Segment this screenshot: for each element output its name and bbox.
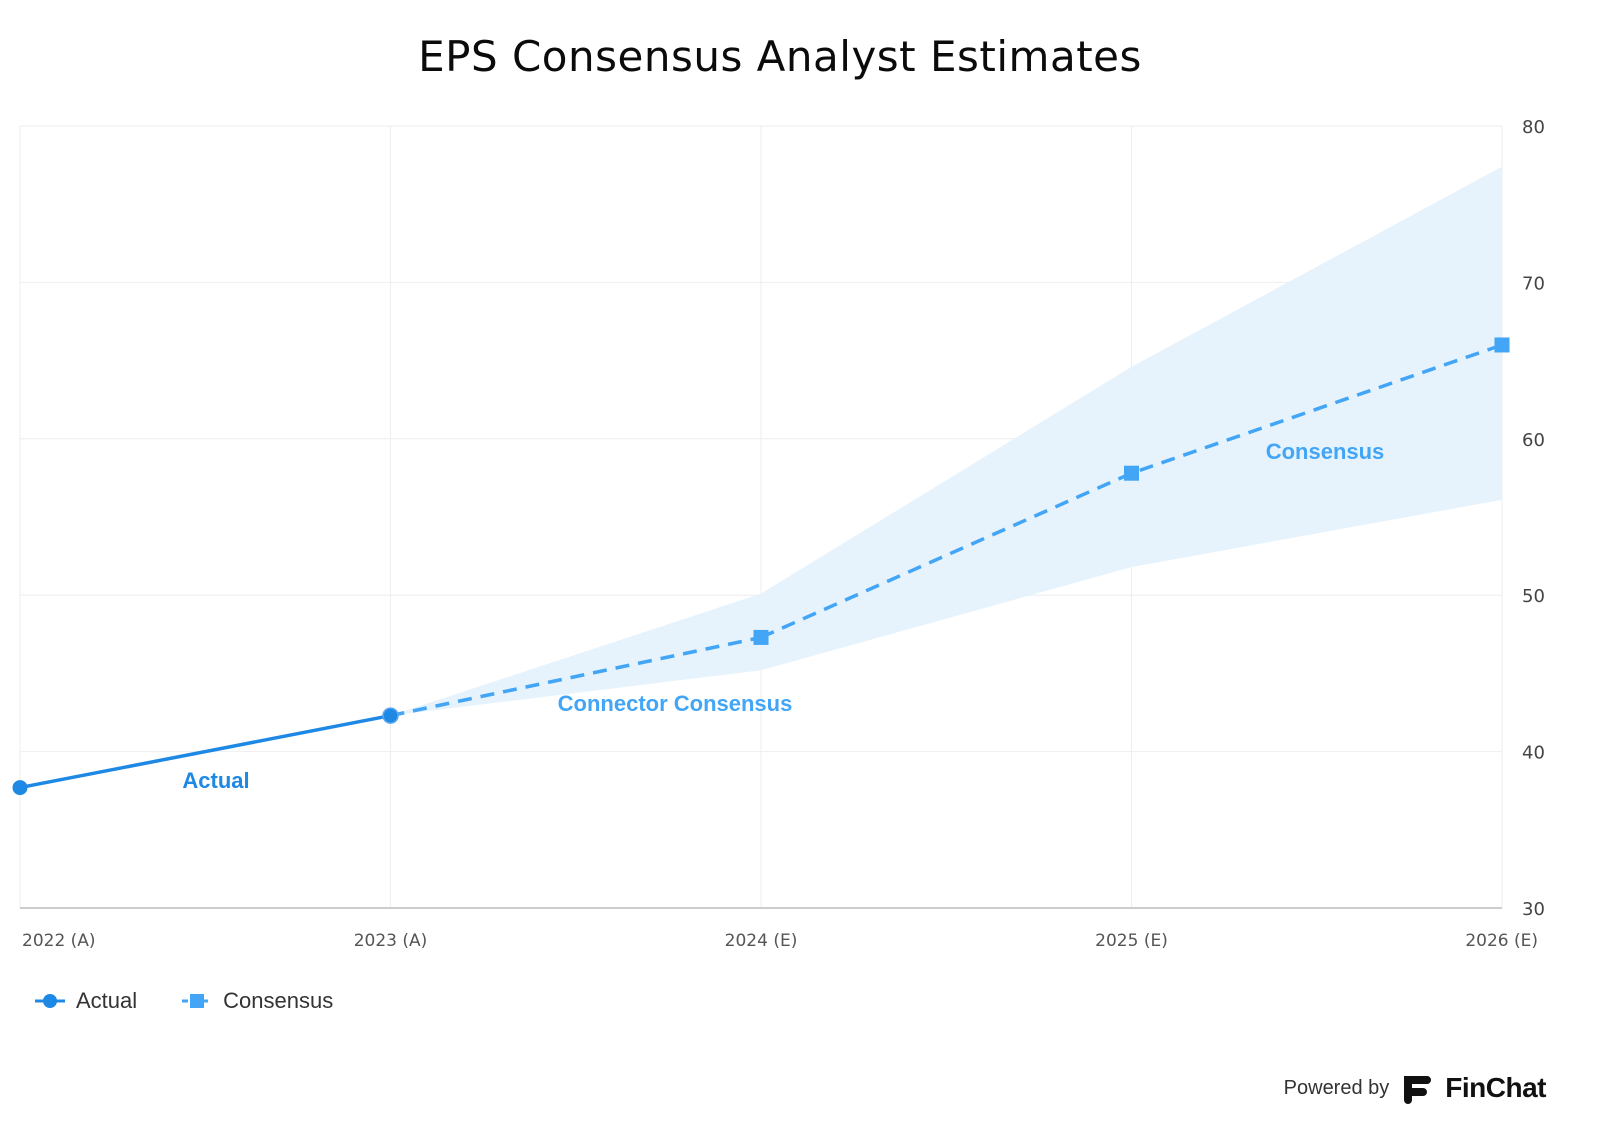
series-lines [19, 343, 1503, 790]
series-label-actual: Actual [182, 768, 249, 793]
legend-consensus-label: Consensus [223, 988, 334, 1013]
chart-title: EPS Consensus Analyst Estimates [418, 32, 1142, 81]
series-line-connector-consensus [390, 635, 762, 718]
legend-item-consensus[interactable]: Consensus [181, 988, 333, 1014]
brand-name[interactable]: FinChat [1445, 1072, 1546, 1103]
series-label-connector-consensus: Connector Consensus [558, 691, 793, 716]
series-labels: Actual Connector Consensus Consensus [182, 439, 1384, 793]
marker-consensus [753, 629, 769, 645]
legend: Actual Consensus [34, 988, 333, 1014]
x-tick-label: 2025 (E) [1095, 931, 1168, 951]
legend-actual-label: Actual [76, 988, 138, 1013]
legend-item-actual[interactable]: Actual [34, 988, 137, 1014]
powered-by-text: Powered by [1283, 1076, 1390, 1099]
marker-actual [12, 780, 28, 796]
legend-consensus-marker-icon [182, 994, 213, 1008]
consensus-range-area [390, 166, 1502, 716]
x-tick-label: 2024 (E) [725, 931, 798, 951]
y-tick-label: 80 [1522, 117, 1545, 138]
footer-attribution: Powered by FinChat [1284, 1072, 1546, 1104]
consensus-range-band [390, 166, 1502, 716]
y-tick-label: 30 [1522, 899, 1545, 920]
y-tick-label: 50 [1522, 586, 1545, 607]
x-tick-label: 2022 (A) [22, 931, 96, 951]
legend-actual-marker-icon [35, 994, 65, 1008]
marker-actual [382, 707, 399, 724]
series-line-actual [19, 713, 391, 790]
marker-consensus [1494, 337, 1510, 353]
x-tick-label: 2023 (A) [354, 931, 428, 951]
x-axis-ticks: 2022 (A) 2023 (A) 2024 (E) 2025 (E) 2026 (E) [22, 931, 1538, 951]
y-tick-label: 70 [1522, 273, 1545, 294]
marker-consensus [1124, 465, 1139, 481]
series-markers [12, 337, 1510, 796]
y-tick-label: 40 [1522, 743, 1545, 764]
finchat-logo-icon [1404, 1076, 1432, 1104]
series-label-consensus: Consensus [1266, 439, 1385, 464]
y-tick-label: 60 [1522, 430, 1545, 451]
x-tick-label: 2026 (E) [1465, 931, 1538, 951]
y-axis-ticks: 30 40 50 60 70 80 [1522, 117, 1545, 920]
